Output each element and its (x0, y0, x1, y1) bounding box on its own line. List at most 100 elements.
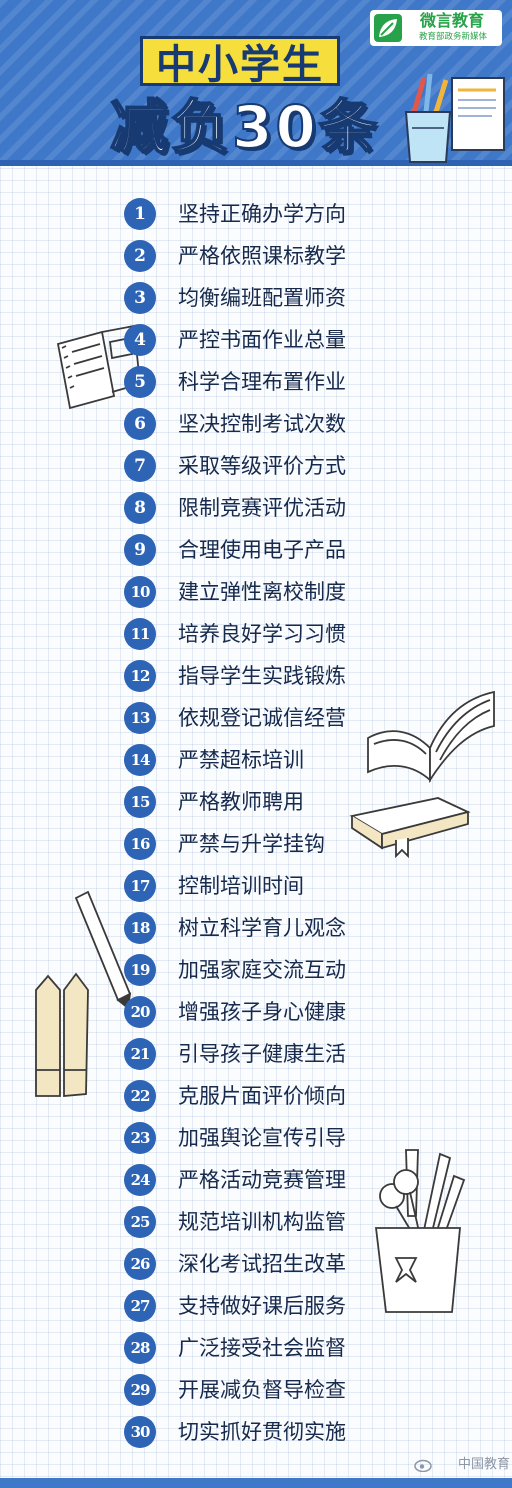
number-badge: 20 (124, 996, 156, 1028)
number-badge: 2 (124, 240, 156, 272)
number-text: 8 (134, 497, 146, 518)
list-item: 6 坚决控制考试次数 (124, 407, 404, 441)
number-text: 3 (134, 287, 146, 308)
item-label: 加强家庭交流互动 (178, 958, 346, 982)
number-text: 16 (130, 834, 151, 853)
number-text: 9 (134, 539, 146, 560)
closed-book-icon (349, 797, 471, 858)
title-line1: 中小学生 (156, 42, 324, 88)
item-label: 广泛接受社会监督 (178, 1336, 346, 1360)
list-item: 30 切实抓好贯彻实施 (124, 1415, 404, 1449)
number-badge: 8 (124, 492, 156, 524)
list-item: 9 合理使用电子产品 (124, 533, 404, 567)
title-line2: 减负30条 (109, 92, 380, 162)
item-label: 增强孩子身心健康 (178, 1000, 346, 1024)
list-item: 29 开展减负督导检查 (124, 1373, 404, 1407)
number-text: 22 (130, 1086, 151, 1105)
stationery-cup-icon (374, 1149, 466, 1313)
number-badge: 3 (124, 282, 156, 314)
list-item: 26 深化考试招生改革 (124, 1247, 404, 1281)
item-label: 支持做好课后服务 (178, 1294, 346, 1318)
title-line2-box: 减负30条 (100, 84, 390, 162)
list-item: 10 建立弹性离校制度 (124, 575, 404, 609)
number-text: 6 (134, 413, 146, 434)
item-label: 均衡编班配置师资 (178, 286, 346, 310)
number-badge: 14 (124, 744, 156, 776)
list-item: 8 限制竞赛评优活动 (124, 491, 404, 525)
number-badge: 27 (124, 1290, 156, 1322)
item-label: 加强舆论宣传引导 (178, 1126, 346, 1150)
open-book-icon (367, 690, 495, 784)
list-item: 12 指导学生实践锻炼 (124, 659, 404, 693)
logo-subtitle: 教育部政务新媒体 (418, 32, 487, 42)
number-badge: 30 (124, 1416, 156, 1448)
number-text: 1 (134, 203, 146, 224)
item-label: 科学合理布置作业 (178, 370, 346, 394)
item-label: 严格依照课标教学 (178, 244, 346, 268)
item-label: 指导学生实践锻炼 (178, 664, 346, 688)
item-label: 坚决控制考试次数 (178, 412, 346, 436)
list-item: 28 广泛接受社会监督 (124, 1331, 404, 1365)
item-label: 采取等级评价方式 (178, 454, 346, 478)
number-badge: 9 (124, 534, 156, 566)
number-badge: 19 (124, 954, 156, 986)
item-label: 树立科学育儿观念 (178, 916, 346, 940)
number-badge: 26 (124, 1248, 156, 1280)
number-text: 7 (134, 455, 146, 476)
number-badge: 28 (124, 1332, 156, 1364)
number-badge: 4 (124, 324, 156, 356)
number-text: 2 (134, 245, 146, 266)
item-label: 培养良好学习习惯 (178, 622, 346, 646)
logo-name: 微言教育 (419, 11, 484, 30)
number-badge: 25 (124, 1206, 156, 1238)
number-text: 26 (130, 1254, 151, 1273)
number-text: 4 (134, 329, 146, 350)
number-text: 27 (130, 1296, 151, 1315)
item-label: 合理使用电子产品 (178, 538, 346, 562)
item-label: 严控书面作业总量 (178, 328, 346, 352)
list-item: 19 加强家庭交流互动 (124, 953, 404, 987)
title-line1-box: 中小学生 (140, 36, 340, 88)
list-item: 23 加强舆论宣传引导 (124, 1121, 404, 1155)
item-label: 切实抓好贯彻实施 (178, 1420, 346, 1444)
number-badge: 18 (124, 912, 156, 944)
number-badge: 23 (124, 1122, 156, 1154)
item-label: 克服片面评价倾向 (178, 1084, 346, 1108)
number-text: 10 (130, 582, 151, 601)
number-text: 29 (130, 1380, 151, 1399)
number-badge: 21 (124, 1038, 156, 1070)
item-label: 依规登记诚信经营 (178, 706, 346, 730)
number-text: 5 (134, 371, 146, 392)
number-badge: 11 (124, 618, 156, 650)
number-badge: 29 (124, 1374, 156, 1406)
header-divider (0, 160, 512, 166)
number-text: 19 (130, 960, 151, 979)
number-badge: 6 (124, 408, 156, 440)
number-badge: 10 (124, 576, 156, 608)
number-text: 11 (130, 624, 151, 643)
number-badge: 22 (124, 1080, 156, 1112)
header-banner: 中小学生 减负30条 微言教育 教育部政务新媒体 (0, 0, 512, 166)
item-label: 建立弹性离校制度 (178, 580, 346, 604)
list-item: 5 科学合理布置作业 (124, 365, 404, 399)
number-text: 30 (130, 1422, 151, 1441)
list-item: 18 树立科学育儿观念 (124, 911, 404, 945)
number-text: 13 (130, 708, 151, 727)
item-label: 严格活动竞赛管理 (178, 1168, 346, 1192)
number-text: 12 (130, 666, 151, 685)
list-item: 24 严格活动竞赛管理 (124, 1163, 404, 1197)
list-item: 2 严格依照课标教学 (124, 239, 404, 273)
number-text: 21 (130, 1044, 151, 1063)
item-label: 严禁超标培训 (178, 748, 304, 772)
number-badge: 17 (124, 870, 156, 902)
weibo-icon (414, 1459, 432, 1472)
list-item: 3 均衡编班配置师资 (124, 281, 404, 315)
list-item: 4 严控书面作业总量 (124, 323, 404, 357)
number-text: 25 (130, 1212, 151, 1231)
list-item: 20 增强孩子身心健康 (124, 995, 404, 1029)
item-label: 限制竞赛评优活动 (178, 496, 346, 520)
item-label: 规范培训机构监管 (178, 1210, 346, 1234)
number-badge: 16 (124, 828, 156, 860)
number-badge: 24 (124, 1164, 156, 1196)
